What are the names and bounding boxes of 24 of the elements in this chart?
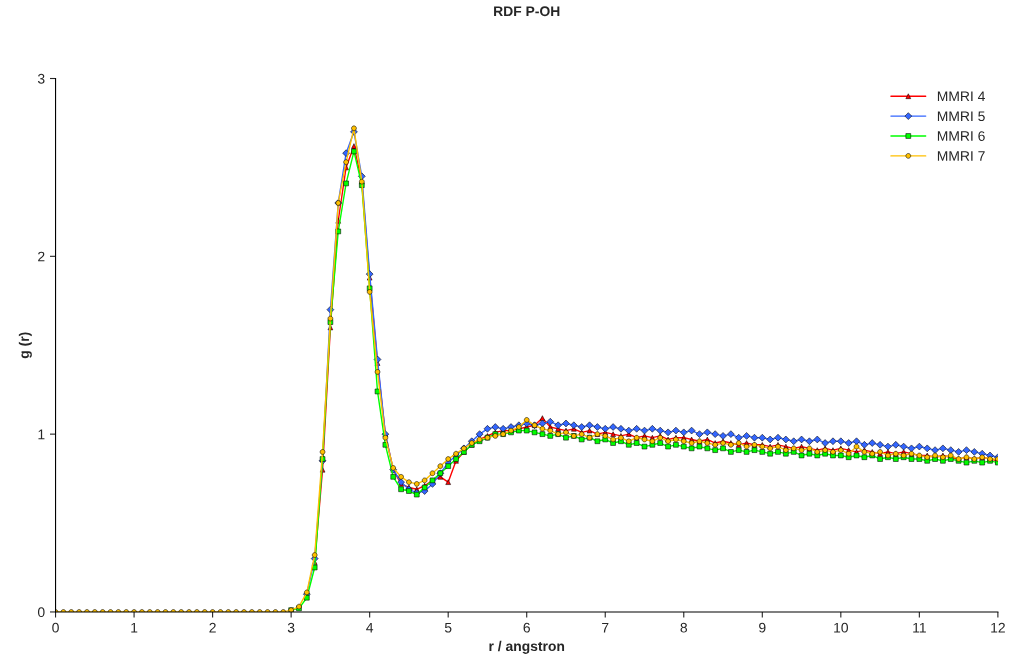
x-axis-title: r / angstron [489, 640, 565, 654]
y-tick-label: 2 [38, 251, 45, 262]
y-tick-label: 3 [37, 73, 45, 84]
x-tick-label: 12 [991, 622, 1005, 633]
legend-label: MMRI 7 [937, 151, 985, 161]
x-tick-label: 2 [209, 622, 216, 633]
x-tick-label: 8 [680, 622, 688, 633]
y-tick-label: 1 [38, 429, 45, 440]
x-tick-label: 4 [366, 622, 374, 633]
x-tick-label: 1 [131, 622, 138, 633]
legend-label: MMRI 5 [937, 111, 985, 122]
legend-label: MMRI 6 [937, 131, 985, 141]
x-tick-label: 11 [913, 622, 926, 633]
y-axis-title: g (r) [18, 332, 32, 359]
x-tick-label: 5 [444, 622, 452, 633]
x-tick-label: 10 [834, 622, 849, 633]
legend-label: MMRI 4 [937, 91, 985, 102]
chart-title: RDF P-OH [494, 6, 560, 17]
x-tick-label: 9 [759, 622, 766, 633]
x-tick-label: 7 [602, 622, 609, 633]
x-tick-label: 0 [52, 622, 59, 633]
x-tick-label: 6 [523, 622, 530, 633]
x-tick-label: 3 [287, 622, 295, 633]
y-tick-label: 0 [37, 607, 45, 618]
